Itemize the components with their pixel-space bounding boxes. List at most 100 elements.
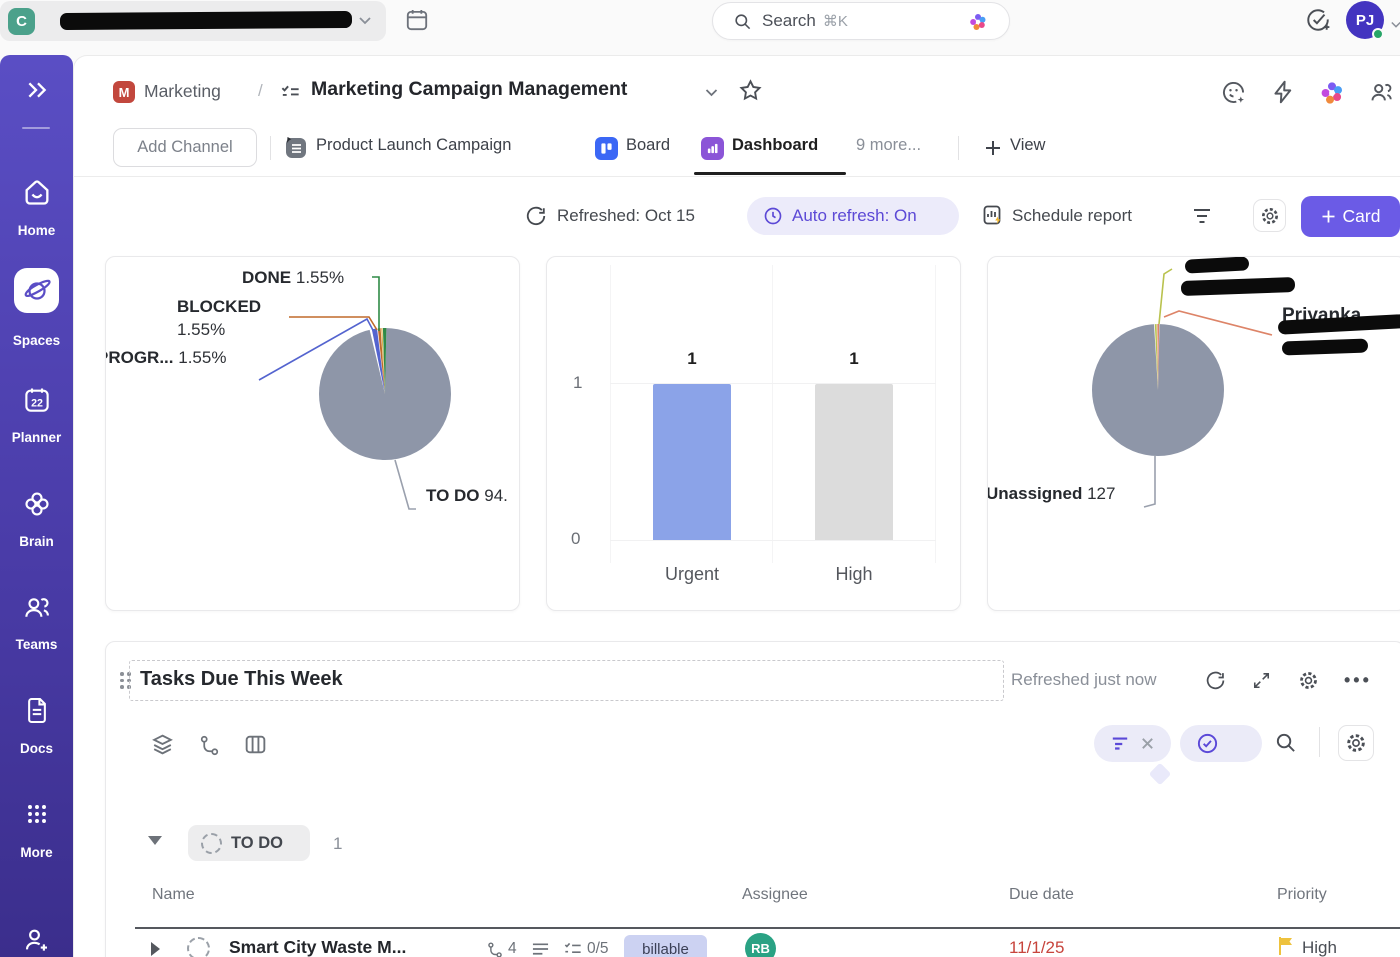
bar-high[interactable] <box>815 384 893 540</box>
search-input[interactable]: Search ⌘K <box>712 2 1010 40</box>
group-status-pill[interactable]: TO DO <box>188 825 310 861</box>
y-tick-0: 0 <box>571 529 581 548</box>
task-name[interactable]: Smart City Waste M... <box>229 937 407 957</box>
sidebar-item-brain[interactable]: Brain <box>19 534 54 549</box>
add-card-button[interactable]: Card <box>1301 196 1400 237</box>
clear-filter-x-icon[interactable] <box>1140 736 1155 751</box>
column-header-name[interactable]: Name <box>152 886 195 903</box>
tab-divider <box>270 136 271 160</box>
priority-label[interactable]: High <box>1302 938 1337 957</box>
show-closed-pill[interactable] <box>1180 725 1262 762</box>
x-label-urgent: Urgent <box>664 564 720 584</box>
redaction-bar <box>1281 338 1369 356</box>
title-chevron-down-icon[interactable] <box>704 87 719 99</box>
group-by-layers-icon[interactable] <box>150 732 175 757</box>
emoji-ai-icon[interactable] <box>1220 79 1247 106</box>
sidebar-item-home[interactable]: Home <box>17 223 56 238</box>
drag-handle-icon[interactable] <box>120 672 131 689</box>
ai-flower-icon-header[interactable] <box>1320 81 1344 105</box>
brain-icon[interactable] <box>22 489 52 519</box>
group-status-label: TO DO <box>231 833 283 852</box>
breadcrumb-space[interactable]: Marketing <box>144 81 221 101</box>
sidebar-divider <box>22 127 50 129</box>
column-header-due-date[interactable]: Due date <box>1009 886 1074 903</box>
gridline <box>610 540 936 541</box>
refresh-icon[interactable] <box>525 205 547 227</box>
tab-dashboard[interactable]: Dashboard <box>732 136 819 154</box>
widget-more-menu-icon[interactable]: ••• <box>1344 670 1372 690</box>
search-shortcut: ⌘K <box>822 13 848 30</box>
assignee-avatar[interactable]: RB <box>745 933 776 957</box>
column-header-assignee[interactable]: Assignee <box>742 886 808 903</box>
tab-board[interactable]: Board <box>626 136 671 154</box>
title-edit-outline[interactable] <box>129 660 1004 701</box>
column-header-priority[interactable]: Priority <box>1277 886 1327 903</box>
collapse-sidebar-icon[interactable] <box>25 80 48 100</box>
add-channel-button[interactable]: Add Channel <box>113 128 257 167</box>
active-tab-underline <box>694 172 846 175</box>
checklist-icon <box>564 941 582 957</box>
share-people-icon[interactable] <box>1368 79 1395 106</box>
due-date[interactable]: 11/1/25 <box>1009 938 1065 957</box>
workspace-switcher[interactable]: C <box>0 1 386 41</box>
calendar-icon[interactable] <box>404 7 430 33</box>
check-circle-icon <box>1197 733 1218 754</box>
home-icon[interactable] <box>21 177 52 208</box>
sidebar-item-spaces[interactable]: Spaces <box>12 333 61 348</box>
widget-title[interactable]: Tasks Due This Week <box>140 668 343 690</box>
gridline <box>772 265 773 563</box>
main-content: M Marketing / Marketing Campaign Managem… <box>73 55 1400 957</box>
sidebar-item-docs[interactable]: Docs <box>19 741 53 756</box>
subtasks-relation-icon[interactable] <box>198 734 221 757</box>
sidebar-item-teams[interactable]: Teams <box>15 637 58 652</box>
space-badge: M <box>113 81 135 103</box>
tool-divider <box>1319 727 1320 757</box>
bar-urgent[interactable] <box>653 384 731 540</box>
table-settings-gear-icon[interactable] <box>1338 725 1374 761</box>
subtask-icon <box>486 941 504 957</box>
top-bar: C Search ⌘K PJ <box>0 0 1400 55</box>
subtask-count: 4 <box>508 940 517 957</box>
assignee-pie-chart-card[interactable]: Priyanka Unassigned 127 <box>987 256 1400 611</box>
grid-dots-icon[interactable] <box>23 800 51 828</box>
online-status-dot <box>1372 28 1384 40</box>
pie-label-blocked: BLOCKED <box>177 297 262 316</box>
widget-settings-gear-icon[interactable] <box>1298 670 1319 691</box>
sidebar-item-planner[interactable]: Planner <box>11 430 62 445</box>
add-view-button[interactable]: View <box>1010 136 1046 154</box>
status-pie-chart-card[interactable]: DONE 1.55% BLOCKED 1.55% PROGR... 1.55% … <box>105 256 520 611</box>
sidebar-item-more[interactable]: More <box>20 845 53 860</box>
schedule-report-button[interactable]: Schedule report <box>1012 206 1133 225</box>
doc-icon[interactable] <box>22 696 51 725</box>
filter-active-pill[interactable] <box>1094 725 1171 762</box>
invite-user-icon[interactable] <box>22 925 52 955</box>
pie-label-progress: PROGR... 1.55% <box>106 348 227 367</box>
expand-icon[interactable] <box>1252 671 1271 690</box>
widget-refresh-icon[interactable] <box>1205 670 1226 691</box>
automation-bolt-icon[interactable] <box>1270 79 1296 105</box>
todo-status-icon <box>201 832 222 854</box>
filter-icon[interactable] <box>1191 206 1213 226</box>
tab-product-launch-campaign[interactable]: Product Launch Campaign <box>316 136 512 154</box>
expand-task-icon[interactable] <box>151 942 160 956</box>
user-chevron-down-icon[interactable] <box>1390 20 1400 30</box>
ai-flower-icon[interactable] <box>969 13 987 31</box>
task-check-plus-icon[interactable] <box>1305 7 1331 33</box>
columns-icon[interactable] <box>243 732 268 757</box>
favorite-star-icon[interactable] <box>738 78 763 103</box>
calendar-22-icon[interactable]: 22 <box>22 385 52 415</box>
auto-refresh-toggle[interactable]: Auto refresh: On <box>747 197 959 235</box>
search-icon <box>735 13 751 29</box>
priority-bar-chart-card[interactable]: 1 0 1 1 Urgent High <box>546 256 961 611</box>
sidebar-item-spaces-tile[interactable] <box>14 268 59 313</box>
workspace-avatar: C <box>8 7 35 35</box>
task-status-icon[interactable] <box>187 937 210 957</box>
tab-more[interactable]: 9 more... <box>856 136 922 154</box>
dashboard-settings-gear-icon[interactable] <box>1253 199 1286 232</box>
widget-search-icon[interactable] <box>1274 731 1297 754</box>
page-title[interactable]: Marketing Campaign Management <box>311 78 628 100</box>
tag-billable[interactable]: billable <box>624 935 707 957</box>
collapse-group-icon[interactable] <box>148 836 162 845</box>
teams-icon[interactable] <box>22 593 52 623</box>
chevron-down-icon <box>359 17 371 25</box>
